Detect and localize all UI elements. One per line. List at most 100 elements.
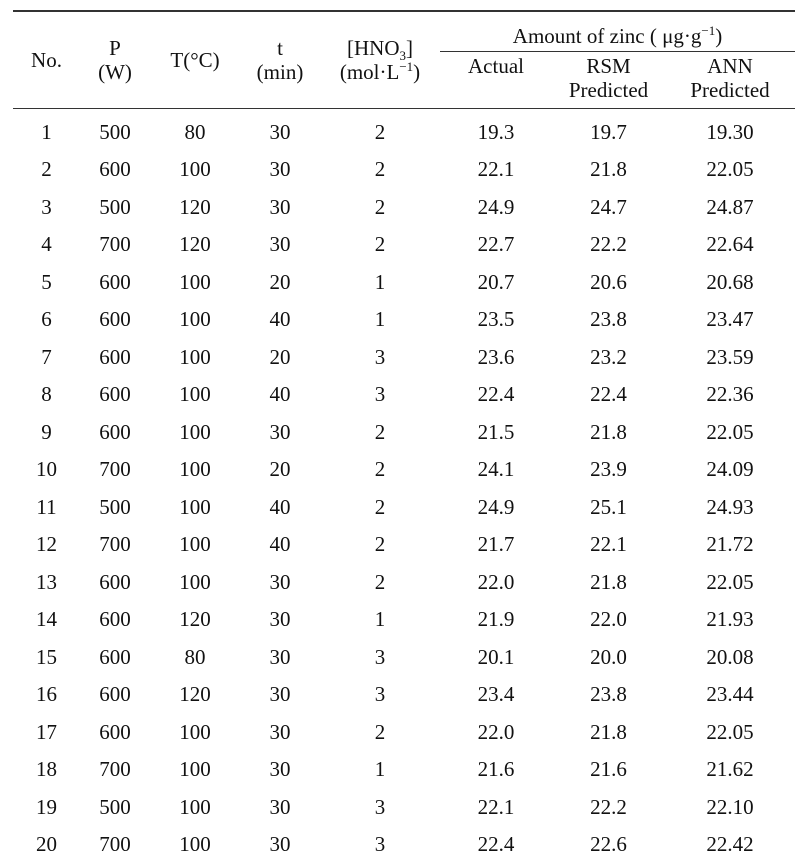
cell-power: 700 (80, 751, 150, 789)
cell-time: 30 (240, 151, 320, 189)
cell-temperature: 100 (150, 451, 240, 489)
cell-time: 30 (240, 751, 320, 789)
cell-time: 20 (240, 338, 320, 376)
cell-actual: 22.0 (440, 713, 552, 751)
cell-rsm-predicted: 24.7 (552, 188, 665, 226)
cell-ann-predicted: 20.08 (665, 638, 795, 676)
cell-ann-predicted: 22.42 (665, 826, 795, 863)
cell-power: 600 (80, 563, 150, 601)
cell-temperature: 100 (150, 151, 240, 189)
header-no: No. (13, 11, 80, 109)
cell-rsm-predicted: 23.2 (552, 338, 665, 376)
cell-ann-predicted: 21.93 (665, 601, 795, 639)
cell-temperature: 100 (150, 413, 240, 451)
cell-temperature: 100 (150, 751, 240, 789)
cell-ann-predicted: 22.05 (665, 413, 795, 451)
cell-temperature: 100 (150, 713, 240, 751)
cell-ann-predicted: 20.68 (665, 263, 795, 301)
cell-no: 17 (13, 713, 80, 751)
group-label: Amount of zinc ( μg·g (513, 24, 702, 48)
cell-power: 600 (80, 601, 150, 639)
cell-time: 30 (240, 826, 320, 863)
hno3-unit-sup: −1 (399, 59, 413, 74)
cell-power: 500 (80, 188, 150, 226)
cell-time: 20 (240, 263, 320, 301)
header-hno3: [HNO3] (mol·L−1) (320, 11, 440, 109)
cell-rsm-predicted: 23.8 (552, 676, 665, 714)
cell-temperature: 80 (150, 109, 240, 151)
cell-rsm-predicted: 22.0 (552, 601, 665, 639)
hno3-unit: (mol·L (340, 60, 399, 84)
cell-no: 3 (13, 188, 80, 226)
cell-power: 700 (80, 226, 150, 264)
cell-hno3: 2 (320, 109, 440, 151)
cell-actual: 23.6 (440, 338, 552, 376)
table-header: No. P(W) T(°C) t(min) [HNO3] (mol·L−1) A… (13, 11, 795, 109)
cell-power: 700 (80, 526, 150, 564)
cell-rsm-predicted: 21.6 (552, 751, 665, 789)
cell-ann-predicted: 24.93 (665, 488, 795, 526)
cell-actual: 22.0 (440, 563, 552, 601)
header-actual: Actual (440, 52, 552, 109)
ann-predicted-label: Predicted (690, 78, 769, 102)
cell-temperature: 120 (150, 601, 240, 639)
cell-time: 30 (240, 188, 320, 226)
cell-time: 30 (240, 413, 320, 451)
cell-hno3: 3 (320, 638, 440, 676)
cell-temperature: 100 (150, 826, 240, 863)
cell-rsm-predicted: 19.7 (552, 109, 665, 151)
cell-rsm-predicted: 20.0 (552, 638, 665, 676)
cell-actual: 22.7 (440, 226, 552, 264)
cell-time: 30 (240, 638, 320, 676)
cell-hno3: 3 (320, 376, 440, 414)
cell-rsm-predicted: 21.8 (552, 563, 665, 601)
cell-temperature: 100 (150, 526, 240, 564)
cell-hno3: 1 (320, 301, 440, 339)
cell-actual: 24.9 (440, 488, 552, 526)
cell-power: 600 (80, 676, 150, 714)
cell-ann-predicted: 22.64 (665, 226, 795, 264)
cell-actual: 24.1 (440, 451, 552, 489)
cell-rsm-predicted: 22.4 (552, 376, 665, 414)
cell-temperature: 100 (150, 263, 240, 301)
cell-hno3: 2 (320, 488, 440, 526)
cell-actual: 24.9 (440, 188, 552, 226)
cell-actual: 22.1 (440, 788, 552, 826)
cell-hno3: 3 (320, 676, 440, 714)
cell-temperature: 80 (150, 638, 240, 676)
cell-actual: 23.5 (440, 301, 552, 339)
header-time-symbol: t (277, 36, 283, 60)
hno3-bracket: ] (406, 36, 413, 60)
cell-no: 9 (13, 413, 80, 451)
cell-ann-predicted: 23.59 (665, 338, 795, 376)
cell-power: 600 (80, 638, 150, 676)
cell-power: 600 (80, 338, 150, 376)
cell-hno3: 2 (320, 526, 440, 564)
cell-actual: 21.6 (440, 751, 552, 789)
cell-no: 5 (13, 263, 80, 301)
header-power-symbol: P (109, 36, 121, 60)
cell-rsm-predicted: 22.2 (552, 226, 665, 264)
cell-ann-predicted: 24.09 (665, 451, 795, 489)
cell-power: 600 (80, 376, 150, 414)
cell-no: 16 (13, 676, 80, 714)
cell-no: 18 (13, 751, 80, 789)
cell-rsm-predicted: 21.8 (552, 151, 665, 189)
cell-no: 19 (13, 788, 80, 826)
cell-time: 40 (240, 526, 320, 564)
cell-actual: 22.4 (440, 826, 552, 863)
cell-actual: 21.7 (440, 526, 552, 564)
header-power-unit: (W) (98, 60, 132, 84)
hno3-unit-close: ) (413, 60, 420, 84)
cell-hno3: 2 (320, 188, 440, 226)
